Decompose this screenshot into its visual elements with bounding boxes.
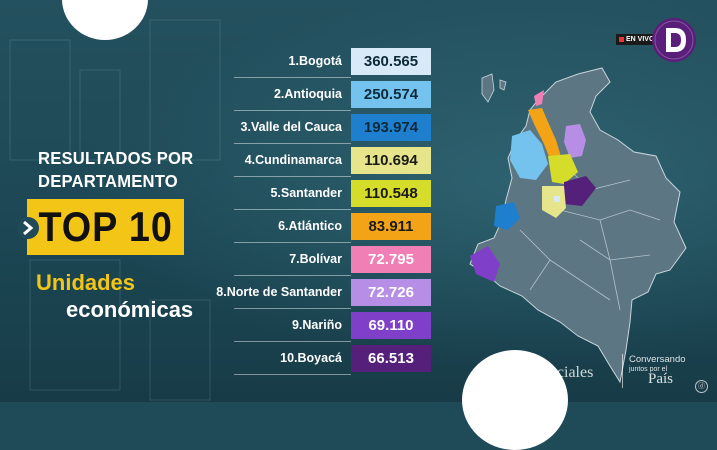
ranking-separator bbox=[234, 275, 351, 276]
map-region-valle bbox=[494, 202, 520, 230]
ranking-value: 69.110 bbox=[351, 312, 431, 339]
live-badge-text: EN VIVO bbox=[626, 36, 655, 43]
top-ten-text: TOP 10 bbox=[38, 203, 173, 250]
ranking-value: 360.565 bbox=[351, 48, 431, 75]
colombia-map bbox=[469, 67, 687, 384]
ranking-row: 8.Norte de Santander 72.726 bbox=[216, 279, 432, 306]
ranking-label: 9.Nariño bbox=[291, 318, 342, 332]
map-region-narino bbox=[470, 246, 500, 282]
ranking-separator bbox=[234, 308, 351, 309]
ranking-label: 3.Valle del Cauca bbox=[240, 120, 342, 134]
ranking-value: 83.911 bbox=[351, 213, 431, 240]
ranking-row: 7.Bolívar 72.795 bbox=[234, 246, 432, 273]
ranking-label: 7.Bolívar bbox=[289, 252, 342, 266]
ranking-label: 8.Norte de Santander bbox=[216, 285, 342, 299]
watermark-line-3: País bbox=[648, 371, 674, 387]
map-islands bbox=[481, 73, 507, 103]
map-region-atlantico bbox=[528, 108, 562, 164]
ranking-row: 4.Cundinamarca 110.694 bbox=[234, 147, 432, 174]
ranking-value: 110.548 bbox=[351, 180, 431, 207]
ranking-row: 2.Antioquia 250.574 bbox=[234, 81, 432, 108]
ranking-label: 1.Bogotá bbox=[288, 54, 342, 68]
ranking-label: 2.Antioquia bbox=[273, 87, 342, 101]
ranking-label: 6.Atlántico bbox=[278, 219, 342, 233]
ranking-row: 1.Bogotá 360.565 bbox=[234, 48, 432, 75]
ranking-label: 4.Cundinamarca bbox=[244, 153, 342, 167]
ranking-separator bbox=[234, 242, 351, 243]
live-badge: EN VIVO bbox=[616, 34, 659, 45]
ranking-separator bbox=[234, 77, 351, 78]
ranking-separator bbox=[234, 176, 351, 177]
map-region-bolivar bbox=[534, 90, 544, 106]
channel-logo bbox=[652, 18, 696, 62]
map-region-antioquia bbox=[510, 130, 548, 180]
ranking-row: 6.Atlántico 83.911 bbox=[234, 213, 432, 240]
ranking-value: 66.513 bbox=[351, 345, 431, 372]
top-ten-banner: TOP 10 bbox=[27, 199, 184, 255]
ranking-row: 9.Nariño 69.110 bbox=[234, 312, 432, 339]
headline-line-2: DEPARTAMENTO bbox=[38, 171, 178, 191]
watermark-left-text: Sociales bbox=[540, 364, 594, 381]
watermark-line-1: Conversando bbox=[629, 354, 686, 365]
map-region-norte-santander bbox=[564, 124, 586, 158]
ranking-value: 110.694 bbox=[351, 147, 431, 174]
subtitle-line-1: Unidades bbox=[36, 270, 136, 295]
map-region-santander bbox=[548, 154, 578, 184]
ranking-separator bbox=[234, 143, 351, 144]
ranking-label: 10.Boyacá bbox=[280, 351, 342, 365]
ranking-row: 3.Valle del Cauca 193.974 bbox=[234, 114, 432, 141]
headline-line-1: RESULTADOS POR bbox=[38, 148, 194, 168]
background-skyline bbox=[9, 19, 221, 401]
ranking-row: 5.Santander 110.548 bbox=[234, 180, 432, 207]
ranking-value: 250.574 bbox=[351, 81, 431, 108]
subtitle-line-2: económicas bbox=[66, 297, 194, 322]
watermark-line-2: juntos por el bbox=[629, 366, 668, 373]
ranking-value: 193.974 bbox=[351, 114, 431, 141]
live-dot-icon bbox=[619, 37, 624, 42]
ranking-separator bbox=[234, 209, 351, 210]
ranking-separator bbox=[234, 110, 351, 111]
ranking-label: 5.Santander bbox=[270, 186, 342, 200]
ranking-value: 72.726 bbox=[351, 279, 431, 306]
headline-block: RESULTADOS POR DEPARTAMENTO bbox=[38, 147, 202, 193]
ranking-row: 10.Boyacá 66.513 bbox=[234, 345, 432, 372]
ranking-value: 72.795 bbox=[351, 246, 431, 273]
ranking-separator bbox=[234, 374, 351, 375]
corner-logo-icon: ⓓ bbox=[695, 380, 708, 393]
chevron-right-icon bbox=[17, 217, 39, 239]
watermark-divider bbox=[622, 354, 623, 388]
map-region-bogota bbox=[554, 196, 560, 202]
map-region-boyaca bbox=[564, 176, 596, 206]
ranking-separator bbox=[234, 341, 351, 342]
